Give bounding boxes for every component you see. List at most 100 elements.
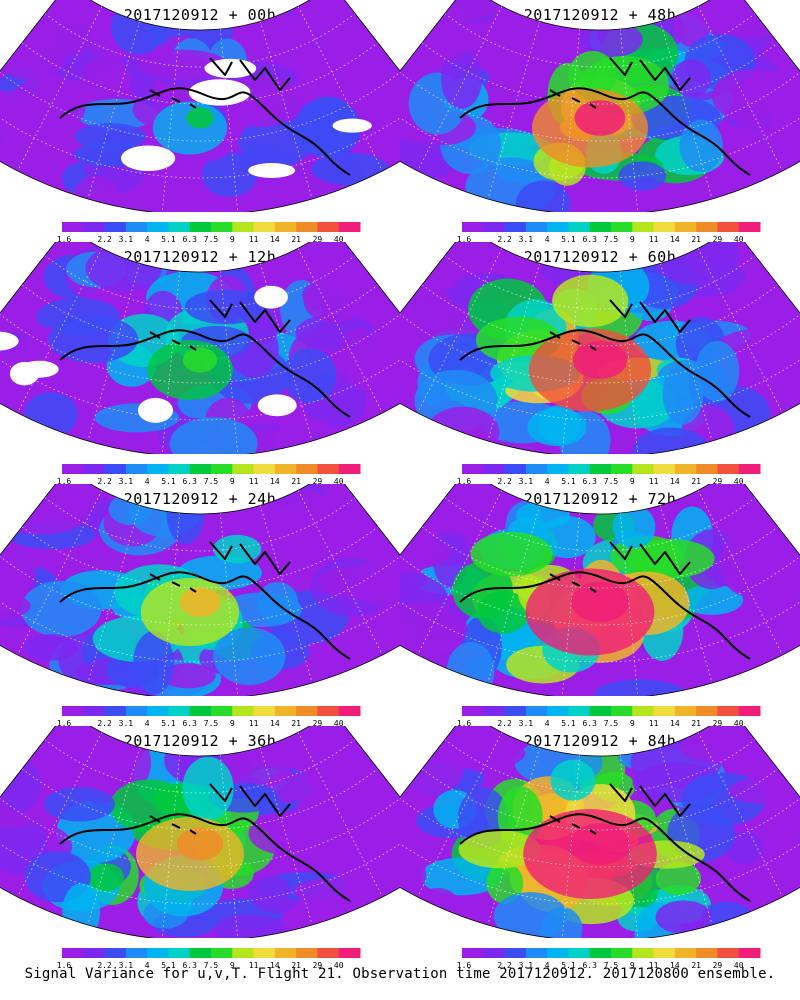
colorbar-swatch [62, 464, 84, 474]
colorbar-tick-label: 7.5 [204, 719, 219, 726]
colorbar-swatch [589, 222, 612, 232]
colorbar-swatch [504, 464, 527, 474]
colorbar-tick-label: 9 [230, 235, 235, 242]
colorbar-swatch [125, 464, 148, 474]
colorbar-swatch [274, 706, 297, 716]
colorbar-tick-label: 40 [334, 719, 344, 726]
colorbar-swatch [653, 948, 676, 958]
colorbar-swatch [547, 222, 569, 232]
colorbar-tick-label: 14 [670, 477, 680, 484]
colorbar-swatch [568, 222, 591, 232]
colorbar-swatch [611, 948, 633, 958]
colorbar-tick-label: 6.3 [182, 235, 197, 242]
colorbar-swatch [717, 706, 740, 716]
colorbar-swatch [253, 222, 276, 232]
colorbar-tick-label: 11 [649, 961, 659, 968]
colorbar-tick-label: 9 [230, 961, 235, 968]
map-panel: 2017120912 + 60h 1.6 2.2 3.1 4 5.1 6.3 7.5 9 11 14… [400, 242, 800, 484]
map-plot [0, 726, 400, 938]
colorbar-tick-label: 29 [713, 477, 723, 484]
colorbar-swatch [147, 464, 169, 474]
colorbar-tick-label: 4 [145, 961, 150, 968]
colorbar-swatch [296, 706, 318, 716]
colorbar-swatch [338, 222, 361, 232]
colorbar-swatch [83, 222, 106, 232]
colorbar-swatch [653, 464, 676, 474]
colorbar-tick-label: 40 [334, 235, 344, 242]
colorbar-swatch [104, 706, 127, 716]
colorbar-tick-label: 4 [145, 235, 150, 242]
colorbar-swatch [717, 948, 740, 958]
colorbar-tick-label: 21 [691, 719, 701, 726]
map-plot [400, 0, 800, 212]
colorbar-tick-label: 40 [334, 477, 344, 484]
colorbar-swatch [62, 222, 84, 232]
colorbar-tick-label: 3.1 [519, 235, 534, 242]
colorbar-swatch [317, 706, 340, 716]
colorbar-swatch [83, 948, 106, 958]
colorbar-tick-label: 9 [630, 719, 635, 726]
colorbar-swatch [504, 948, 527, 958]
colorbar-tick-label: 11 [649, 235, 659, 242]
colorbar-swatch [274, 948, 297, 958]
colorbar-swatch [317, 222, 340, 232]
colorbar-swatch [274, 222, 297, 232]
colorbar-tick-label: 21 [291, 235, 301, 242]
colorbar-tick-label: 6.3 [582, 961, 597, 968]
colorbar-tick-label: 3.1 [119, 719, 134, 726]
map-panel: 2017120912 + 00h 1.6 2.2 3.1 4 5.1 6.3 7.5 9 11 14… [0, 0, 400, 242]
colorbar-tick-label: 5.1 [161, 477, 176, 484]
colorbar: 1.6 2.2 3.1 4 5.1 6.3 7.5 9 11 14 21 29 40 [457, 464, 761, 484]
colorbar-tick-label: 2.2 [97, 961, 112, 968]
colorbar-swatch [62, 948, 84, 958]
colorbar-tick-label: 11 [649, 719, 659, 726]
colorbar-swatch [462, 706, 484, 716]
colorbar-tick-label: 3.1 [519, 477, 534, 484]
colorbar-swatch [211, 222, 233, 232]
colorbar-swatch [232, 464, 255, 474]
colorbar-tick-label: 6.3 [182, 477, 197, 484]
colorbar-tick-label: 4 [545, 477, 550, 484]
colorbar-tick-label: 2.2 [497, 719, 512, 726]
colorbar-tick-label: 5.1 [161, 235, 176, 242]
colorbar-tick-label: 1.6 [457, 477, 472, 484]
colorbar-swatch [104, 948, 127, 958]
colorbar-tick-label: 6.3 [182, 719, 197, 726]
colorbar-swatch [253, 464, 276, 474]
colorbar-swatch [296, 464, 318, 474]
colorbar-tick-label: 14 [670, 961, 680, 968]
map-plot [0, 242, 400, 454]
colorbar-swatch [338, 948, 361, 958]
colorbar-swatch [525, 464, 548, 474]
map-plot [0, 0, 400, 212]
colorbar-swatch [568, 464, 591, 474]
colorbar-tick-label: 1.6 [57, 961, 72, 968]
colorbar-tick-label: 6.3 [182, 961, 197, 968]
colorbar-tick-label: 5.1 [561, 961, 576, 968]
colorbar: 1.6 2.2 3.1 4 5.1 6.3 7.5 9 11 14 21 29 40 [57, 464, 361, 484]
panel-title: 2017120912 + 72h [523, 490, 677, 508]
colorbar-swatch [696, 706, 718, 716]
colorbar-swatch [104, 222, 127, 232]
colorbar-tick-label: 9 [230, 719, 235, 726]
colorbar-swatch [317, 464, 340, 474]
colorbar-tick-label: 21 [691, 477, 701, 484]
colorbar-swatch [462, 222, 484, 232]
colorbar-swatch [83, 706, 106, 716]
colorbar-tick-label: 1.6 [57, 477, 72, 484]
colorbar-swatch [483, 222, 506, 232]
colorbar-tick-label: 4 [545, 235, 550, 242]
colorbar-tick-label: 14 [270, 477, 280, 484]
map-plot [0, 484, 400, 696]
colorbar-swatch [211, 948, 233, 958]
colorbar-tick-label: 1.6 [457, 235, 472, 242]
colorbar-tick-label: 21 [691, 961, 701, 968]
colorbar-swatch [147, 948, 169, 958]
colorbar-swatch [232, 948, 255, 958]
colorbar-tick-label: 14 [270, 719, 280, 726]
colorbar-swatch [83, 464, 106, 474]
colorbar-tick-label: 11 [249, 961, 259, 968]
colorbar-swatch [253, 948, 276, 958]
colorbar-swatch [568, 948, 591, 958]
colorbar-tick-label: 7.5 [604, 719, 619, 726]
